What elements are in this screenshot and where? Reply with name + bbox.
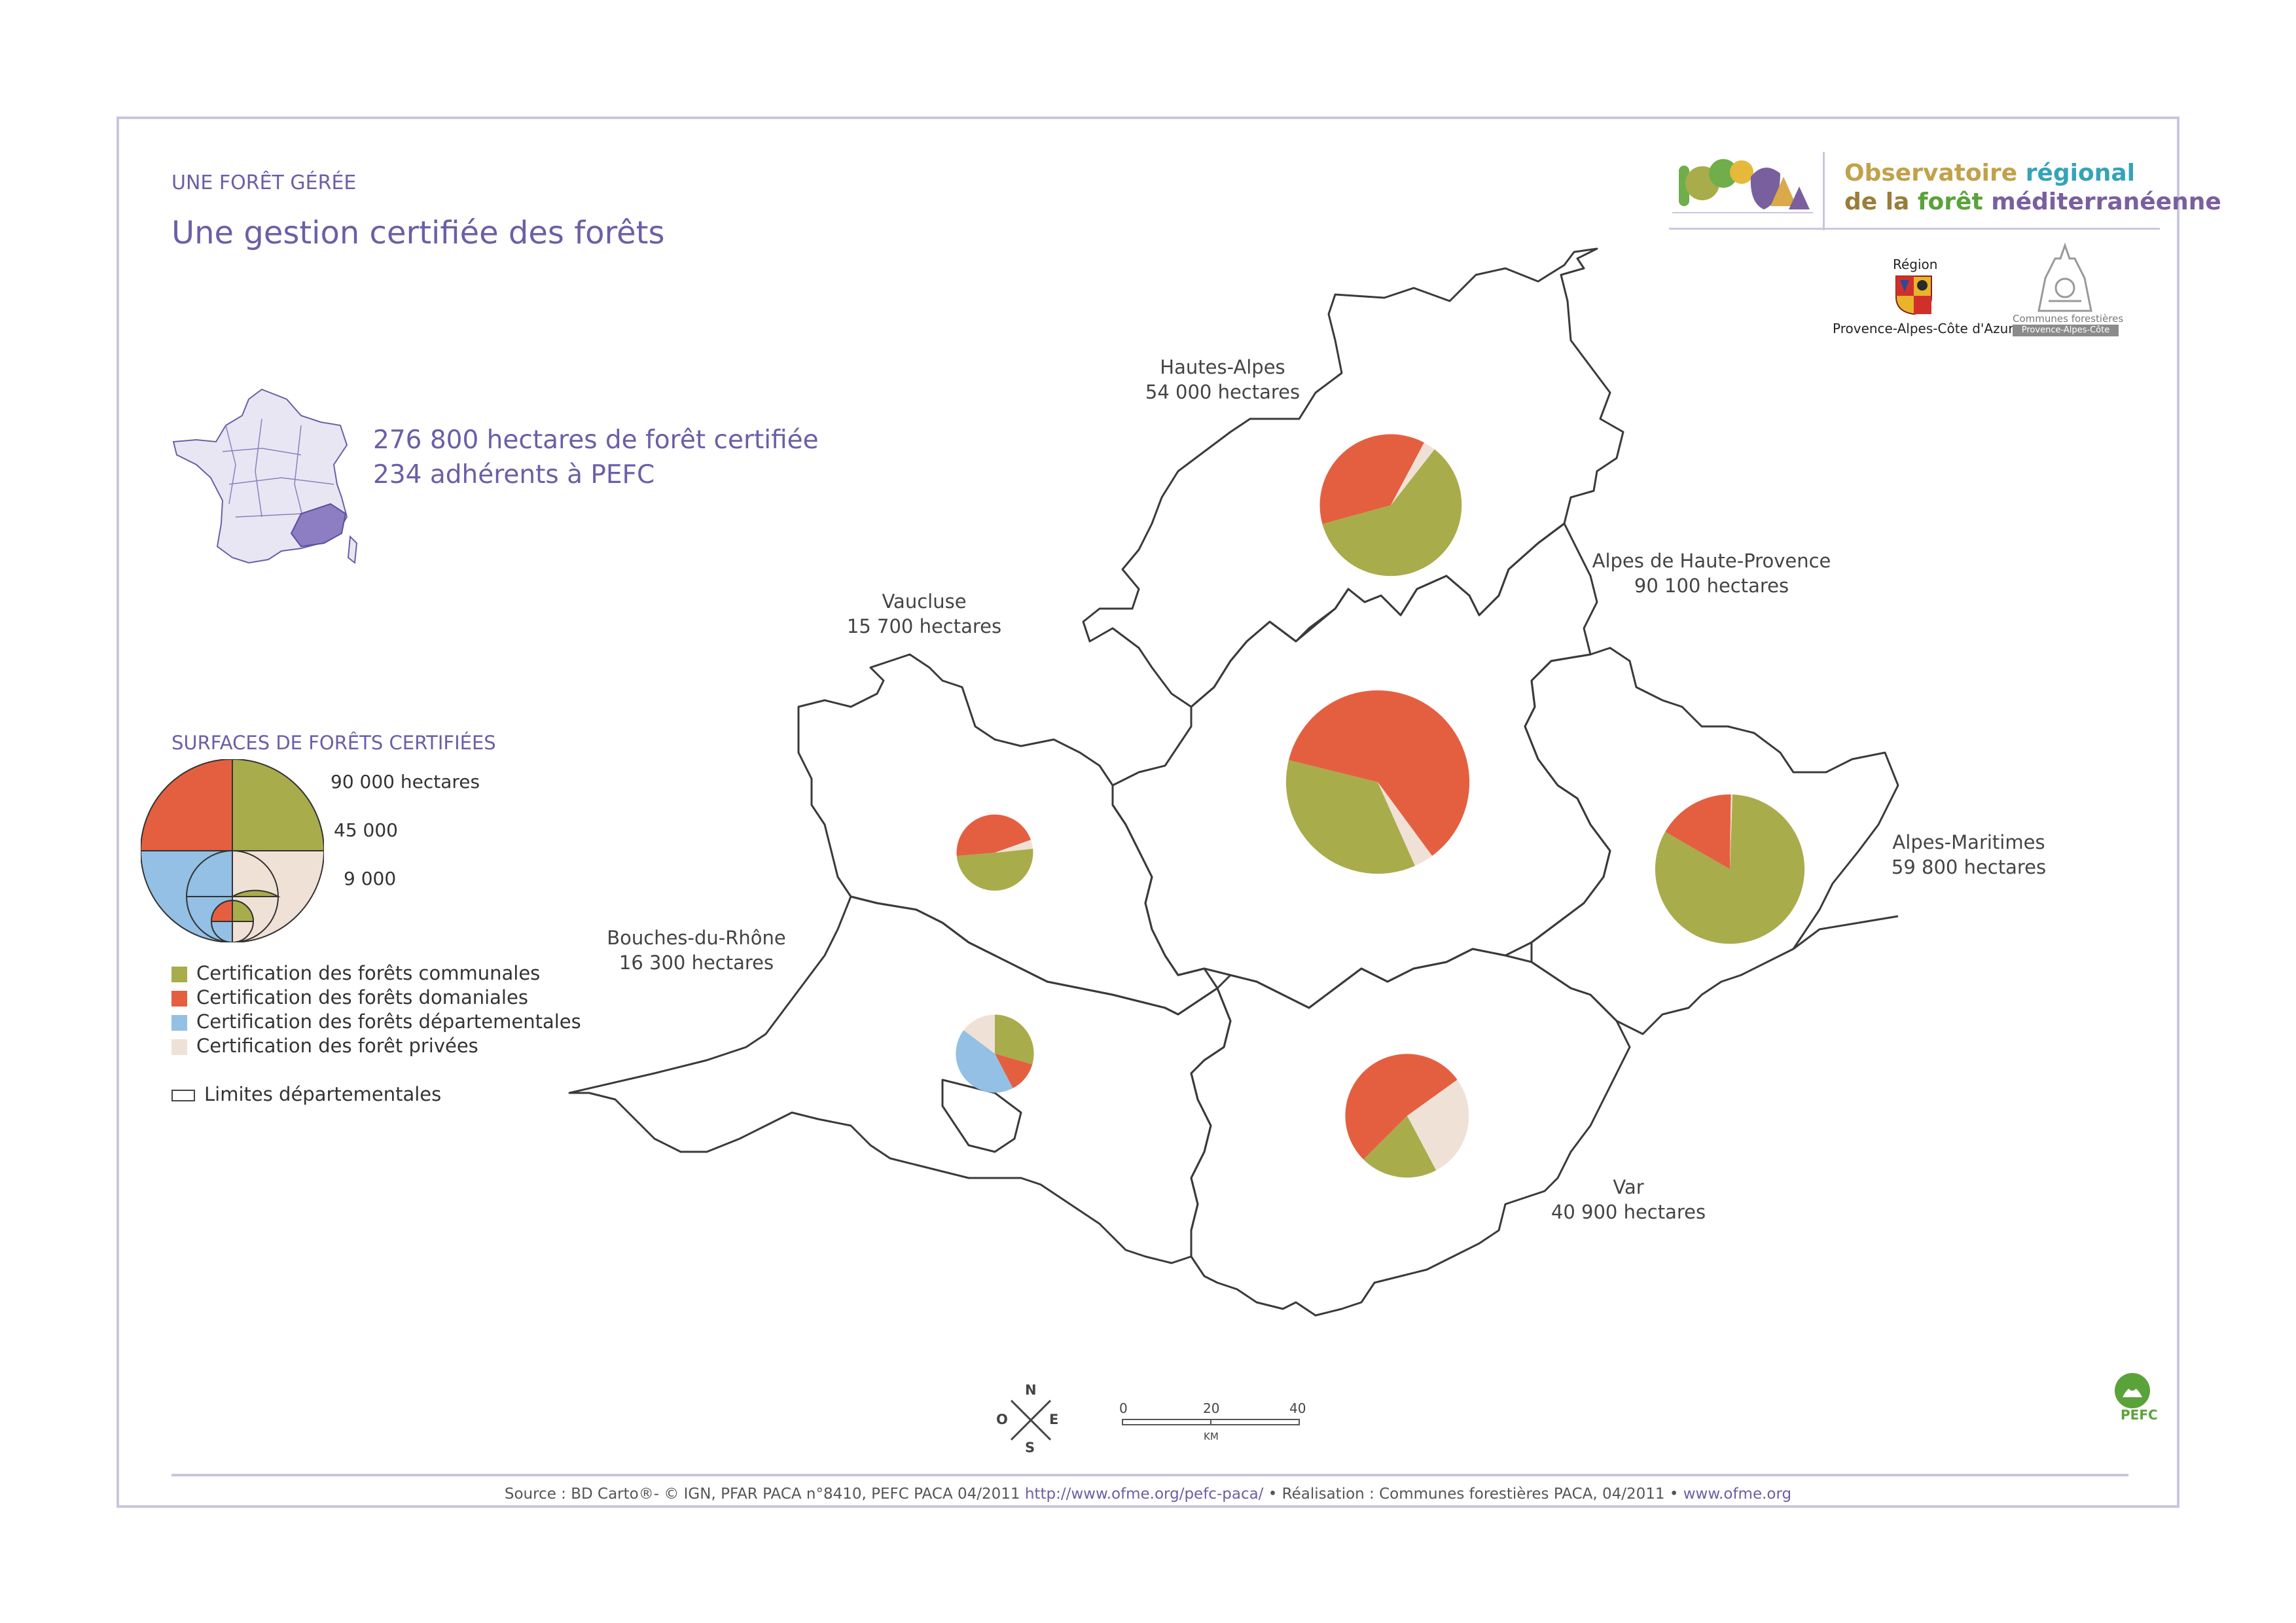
- swatch-domaniales: [171, 991, 187, 1007]
- pie-slice-vaucluse-0: [956, 848, 1033, 891]
- page-title: Une gestion certifiée des forêts: [171, 215, 665, 251]
- compass-e: E: [1049, 1412, 1059, 1427]
- swatch-boundary: [171, 1090, 195, 1101]
- logo-underline: [1669, 228, 2160, 230]
- legend-item-boundaries: Limites départementales: [171, 1083, 441, 1105]
- link-pefc-paca[interactable]: http://www.ofme.org/pefc-paca/: [1024, 1486, 1264, 1503]
- pie-slice-bouches-du-rhone-3: [963, 1014, 995, 1054]
- coast-etang-de-berre: [941, 1079, 1022, 1153]
- pie-slice-var-0: [1363, 1116, 1437, 1178]
- pie-slice-alpes-maritimes-1: [1665, 794, 1731, 869]
- north-arrow-icon: [1010, 1399, 1052, 1441]
- map-frame: [117, 116, 2179, 1508]
- footer-divider: [171, 1474, 2128, 1476]
- scale-tick-40: 40: [1289, 1400, 1306, 1416]
- swatch-communales: [171, 967, 187, 982]
- boundary-bouches-du-rhone: [568, 895, 1232, 1264]
- dept-label-alpes-haute-provence: Alpes de Haute-Provence 90 100 hectares: [1592, 550, 1831, 597]
- pie-slice-hautes-alpes-0: [1322, 449, 1462, 577]
- link-ofme[interactable]: www.ofme.org: [1683, 1486, 1792, 1503]
- communes-forestieres-logo-icon: [2037, 242, 2092, 312]
- scale-bar: [1122, 1419, 1300, 1425]
- boundary-alpes-maritimes: [1524, 647, 1899, 1035]
- france-inset-map: [172, 388, 358, 564]
- dept-label-var: Var 40 900 hectares: [1551, 1176, 1706, 1223]
- pie-slice-alpes-haute-provence-3: [1378, 782, 1433, 866]
- dept-label-alpes-maritimes: Alpes-Maritimes 59 800 hectares: [1891, 831, 2047, 878]
- scale-tick-0: 0: [1119, 1400, 1128, 1416]
- dept-label-hautes-alpes: Hautes-Alpes 54 000 hectares: [1145, 356, 1300, 403]
- observatoire-name-line2: de la forêt méditerranéenne: [1844, 188, 2221, 215]
- stat-certified-area: 276 800 hectares de forêt certifiée: [373, 425, 819, 455]
- pie-slice-vaucluse-1: [956, 814, 1031, 856]
- boundary-var: [1190, 948, 1631, 1317]
- legend-item-domaniales: Certification des forêts domaniales: [171, 986, 528, 1008]
- pie-slice-bouches-du-rhone-0: [995, 1014, 1034, 1065]
- legend-title: SURFACES DE FORÊTS CERTIFIÉES: [171, 732, 496, 754]
- compass-s: S: [1025, 1440, 1035, 1455]
- compass-o: O: [996, 1412, 1008, 1427]
- pie-slice-var-1: [1345, 1054, 1458, 1160]
- logo-separator: [1823, 152, 1825, 230]
- legend-item-privees: Certification des forêt privées: [171, 1035, 478, 1057]
- cofor-label: Communes forestières: [2013, 313, 2124, 325]
- pie-slice-hautes-alpes-1: [1319, 434, 1424, 524]
- pie-slice-alpes-maritimes-0: [1655, 794, 1805, 944]
- observatoire-logo-icon: [1672, 159, 1813, 213]
- scale-tick-20: 20: [1203, 1400, 1220, 1416]
- pie-slice-hautes-alpes-3: [1391, 442, 1435, 505]
- stat-members: 234 adhérents à PEFC: [373, 460, 655, 490]
- legend-size-small: 9 000: [344, 868, 397, 889]
- compass-n: N: [1025, 1382, 1037, 1398]
- source-line: Source : BD Carto®- © IGN, PFAR PACA n°8…: [504, 1486, 1792, 1503]
- swatch-privees: [171, 1039, 187, 1055]
- pie-slice-alpes-maritimes-3: [1730, 794, 1732, 869]
- region-name: Provence-Alpes-Côte d'Azur: [1833, 321, 2014, 336]
- dept-label-bouches-du-rhone: Bouches-du-Rhône 16 300 hectares: [607, 927, 786, 974]
- region-coat-of-arms-icon: [1895, 276, 1932, 315]
- pie-slice-var-3: [1407, 1079, 1469, 1171]
- legend-size-medium: 45 000: [334, 819, 398, 841]
- legend-item-communales: Certification des forêts communales: [171, 962, 540, 984]
- pefc-label: PEFC: [2121, 1407, 2158, 1423]
- pie-slice-bouches-du-rhone-1: [995, 1054, 1033, 1088]
- cofor-band: Provence-Alpes-Côte d'Azur: [2013, 325, 2119, 347]
- pie-slice-bouches-du-rhone-2: [956, 1030, 1013, 1093]
- legend-item-departementales: Certification des forêts départementales: [171, 1010, 581, 1033]
- scale-unit: KM: [1204, 1431, 1219, 1442]
- legend-size-diagram: [141, 759, 324, 942]
- legend-size-large: 90 000 hectares: [331, 771, 480, 793]
- observatoire-name-line1: Observatoire régional: [1844, 160, 2135, 187]
- pie-slice-alpes-haute-provence-1: [1289, 690, 1470, 856]
- pie-slice-alpes-haute-provence-0: [1285, 760, 1415, 874]
- coast-extension-east: [1793, 915, 1899, 950]
- pefc-logo-icon: [2115, 1373, 2150, 1408]
- section-label: UNE FORÊT GÉRÉE: [171, 171, 357, 194]
- dept-label-vaucluse: Vaucluse 15 700 hectares: [846, 590, 1002, 637]
- region-label: Région: [1893, 257, 1938, 272]
- swatch-departementales: [171, 1015, 187, 1031]
- pie-slice-vaucluse-3: [995, 840, 1033, 853]
